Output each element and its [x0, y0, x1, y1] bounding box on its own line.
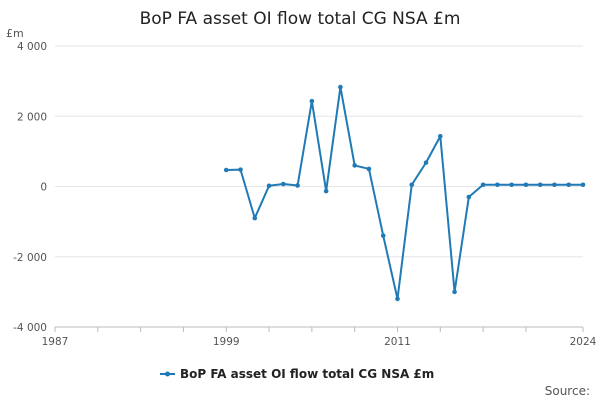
source-label: Source: — [545, 384, 590, 398]
x-tick-label: 2024 — [570, 336, 597, 348]
x-tick-label: 1987 — [42, 336, 69, 348]
y-tick-label: 2 000 — [17, 111, 47, 123]
data-point[interactable] — [338, 84, 343, 90]
data-point[interactable] — [509, 182, 514, 188]
data-point[interactable] — [452, 289, 457, 295]
data-point[interactable] — [380, 233, 386, 238]
data-point[interactable] — [266, 183, 272, 189]
chart-title: BoP FA asset OI flow total CG NSA £m — [140, 9, 461, 29]
data-point[interactable] — [495, 182, 500, 188]
data-point[interactable] — [309, 98, 315, 104]
y-tick-label: 4 000 — [17, 41, 47, 53]
series-layer — [223, 84, 586, 302]
legend: BoP FA asset OI flow total CG NSA £m — [160, 367, 434, 381]
y-axis-unit-label: £m — [6, 27, 24, 40]
data-point[interactable] — [352, 163, 357, 168]
data-point[interactable] — [395, 296, 400, 302]
data-point[interactable] — [252, 215, 258, 221]
data-point[interactable] — [523, 182, 529, 188]
data-point[interactable] — [552, 182, 557, 188]
data-point[interactable] — [366, 166, 372, 172]
data-point[interactable] — [238, 167, 243, 172]
data-point[interactable] — [223, 167, 229, 173]
data-point[interactable] — [580, 182, 586, 188]
data-point[interactable] — [295, 183, 300, 188]
data-point[interactable] — [423, 160, 429, 165]
data-point[interactable] — [281, 181, 286, 187]
y-axis-ticks: 4 000 2 000 0 -2 000 -4 000 — [13, 41, 47, 334]
legend-label: BoP FA asset OI flow total CG NSA £m — [180, 367, 434, 381]
data-point[interactable] — [537, 182, 543, 188]
data-point[interactable] — [323, 188, 329, 194]
x-tick-label: 1999 — [213, 336, 240, 348]
grid-lines — [55, 45, 583, 258]
x-axis: 1987 1999 2011 2024 — [42, 326, 597, 348]
legend-swatch-dot — [165, 371, 170, 377]
data-point[interactable] — [437, 133, 443, 139]
y-tick-label: 0 — [40, 182, 47, 194]
data-point[interactable] — [466, 194, 472, 200]
data-point[interactable] — [566, 182, 572, 188]
series-line — [226, 86, 583, 300]
y-tick-label: -2 000 — [13, 252, 47, 264]
data-point[interactable] — [409, 182, 415, 188]
x-tick-label: 2011 — [384, 336, 411, 348]
data-point[interactable] — [480, 182, 486, 188]
y-tick-label: -4 000 — [13, 322, 47, 334]
